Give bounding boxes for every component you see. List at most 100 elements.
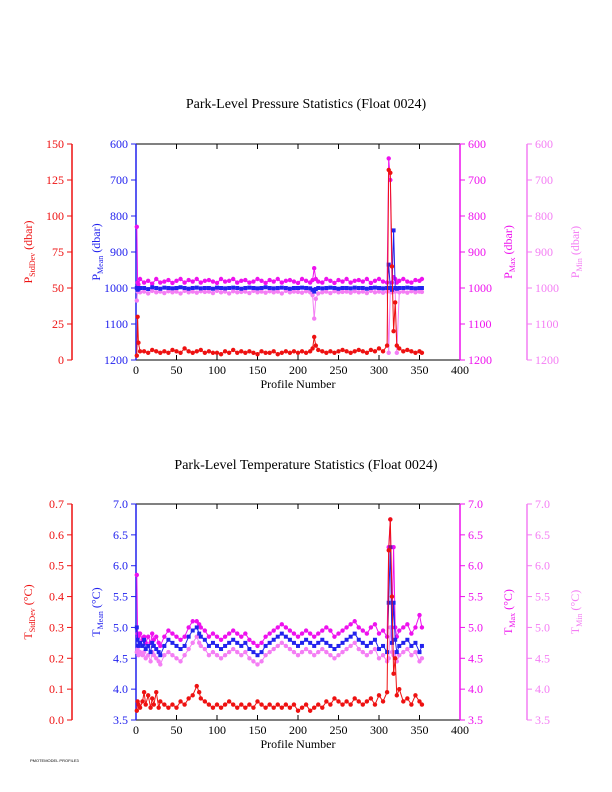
temperature-min-tick-label: 5.0: [535, 620, 550, 634]
temperature-mean-point: [142, 637, 147, 642]
pressure-max-point: [178, 276, 183, 282]
temperature-min-point: [178, 659, 183, 664]
pressure-stddev-point: [401, 349, 406, 354]
temperature-x-axis-label: Profile Number: [261, 737, 336, 751]
temperature-stddev-point: [263, 705, 268, 710]
temperature-stddev-point: [186, 696, 191, 701]
temperature-stddev-point: [376, 693, 382, 698]
pressure-max-point: [214, 280, 220, 286]
temperature-mean-point: [138, 640, 143, 645]
pressure-mean-point: [219, 286, 224, 290]
pressure-min-point: [174, 289, 179, 294]
pressure-mean-tick-label: 1200: [104, 353, 128, 367]
pressure-mean-point: [320, 286, 325, 291]
pressure-max-point: [279, 280, 284, 285]
pressure-stddev-point: [307, 349, 313, 354]
temperature-stddev-point: [218, 705, 224, 710]
temperature-min-tick-label: 6.5: [535, 528, 550, 542]
temperature-stddev-point: [360, 702, 365, 707]
temperature-max-point: [364, 631, 370, 636]
pressure-mean-point: [300, 285, 305, 290]
temperature-mean-point: [389, 640, 394, 645]
pressure-max-point: [150, 281, 155, 286]
temperature-stddev-point: [151, 702, 157, 707]
pressure-max-point: [231, 276, 236, 282]
pressure-stddev-point: [210, 350, 216, 355]
temperature-mean-point: [283, 634, 288, 639]
pressure-mean-point: [401, 286, 406, 290]
pressure-mean-point: [231, 285, 236, 290]
pressure-stddev-point: [376, 346, 382, 351]
pressure-max-point: [134, 224, 140, 229]
temperature-max-point: [194, 619, 199, 624]
temperature-stddev-point: [417, 699, 422, 704]
pressure-min-point: [372, 290, 378, 295]
pressure-stddev-point: [393, 300, 398, 305]
temperature-min-point: [235, 649, 240, 655]
pressure-stddev-point: [299, 349, 305, 354]
pressure-max-point: [259, 278, 264, 283]
temperature-mean-tick-label: 3.5: [113, 713, 128, 727]
temperature-stddev-point: [134, 708, 140, 713]
pressure-min-point: [324, 289, 329, 294]
pressure-mean-point: [386, 262, 391, 267]
pressure-stddev-point: [141, 349, 147, 354]
pressure-mean-point: [210, 286, 215, 291]
temperature-stddev-tick-label: 0.7: [49, 497, 64, 511]
pressure-max-point: [202, 278, 208, 283]
pressure-max-point: [348, 280, 353, 285]
pressure-max-tick-label: 1100: [468, 317, 492, 331]
pressure-max-point: [368, 280, 374, 286]
pressure-max-point: [210, 279, 216, 284]
temperature-max-point: [271, 628, 276, 633]
pressure-min-point: [413, 290, 418, 295]
temperature-mean-point: [391, 600, 396, 605]
temperature-max-point: [218, 637, 224, 642]
pressure-max-point: [243, 277, 248, 283]
pressure-min-point: [247, 290, 252, 296]
temperature-mean-point: [150, 640, 155, 645]
pressure-mean-point: [344, 286, 349, 290]
pressure-chart-title: Park-Level Pressure Statistics (Float 00…: [185, 97, 427, 112]
temperature-max-point: [348, 622, 353, 627]
pressure-x-tick-label: 0: [133, 363, 139, 377]
temperature-stddev-point: [150, 696, 155, 701]
temperature-stddev-point: [332, 696, 337, 701]
temperature-stddev-point: [397, 686, 402, 692]
pressure-min-point: [380, 290, 386, 295]
pressure-mean-point: [275, 286, 280, 290]
pressure-mean-point: [279, 285, 284, 290]
temperature-max-point: [413, 625, 418, 630]
temperature-min-tick-label: 4.5: [535, 651, 550, 665]
pressure-min-point: [206, 289, 212, 294]
temperature-mean-point: [146, 643, 151, 648]
temperature-max-point: [206, 634, 212, 639]
temperature-max-point: [356, 625, 361, 630]
pressure-stddev-point: [251, 350, 256, 355]
temperature-stddev-point: [372, 702, 378, 707]
pressure-max-tick-label: 600: [468, 137, 486, 151]
temperature-mean-point: [197, 631, 202, 636]
footer-note: PMOTEMODEL PROFILE3: [30, 758, 79, 763]
temperature-mean-tick-label: 6.5: [113, 528, 128, 542]
temperature-stddev-point: [255, 699, 260, 704]
temperature-stddev-point: [283, 702, 289, 707]
temperature-mean-point: [170, 640, 175, 645]
pressure-stddev-point: [137, 349, 143, 354]
pressure-min-point: [243, 289, 248, 294]
pressure-min-point: [340, 289, 345, 295]
pressure-stddev-point: [291, 349, 297, 354]
pressure-stddev-point: [154, 349, 159, 354]
pressure-mean-point: [377, 286, 381, 290]
temperature-stddev-tick-label: 0.4: [49, 590, 64, 604]
temperature-max-point: [307, 631, 313, 636]
temperature-min-point: [148, 659, 153, 664]
temperature-stddev-point: [140, 699, 145, 704]
temperature-min-point: [409, 653, 414, 658]
temperature-stddev-point: [275, 702, 280, 707]
temperature-mean-point: [182, 643, 187, 648]
temperature-min-point: [291, 649, 297, 655]
temperature-stddev-point: [198, 696, 203, 701]
pressure-min-point: [409, 289, 414, 294]
pressure-min-point: [194, 290, 199, 295]
